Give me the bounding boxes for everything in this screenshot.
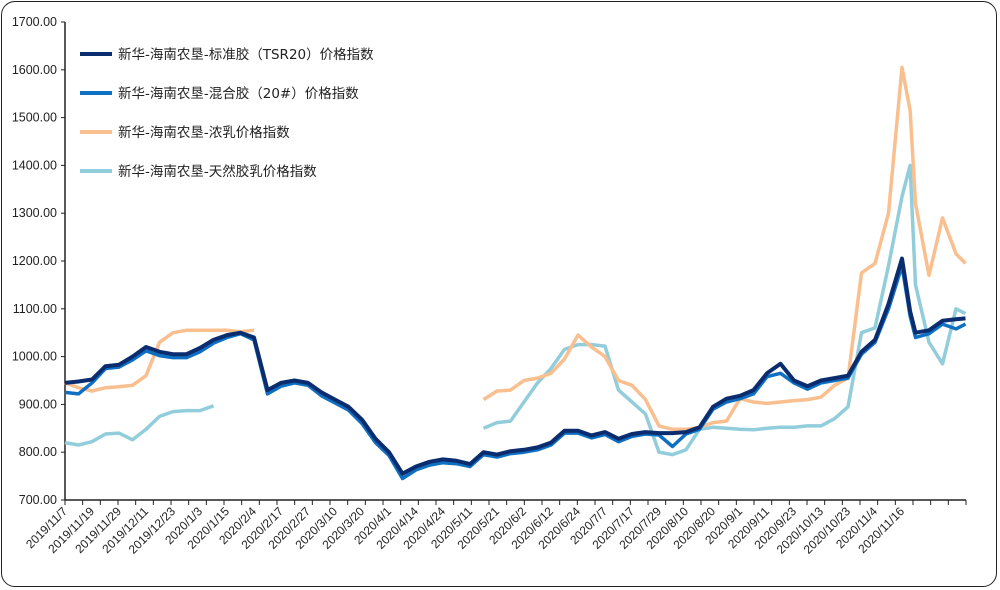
y-tick-label: 1700.00 — [12, 15, 57, 29]
y-tick-label: 1400.00 — [12, 158, 57, 172]
legend-label: 新华-海南农垦-标准胶（TSR20）价格指数 — [118, 46, 374, 63]
y-tick-label: 1600.00 — [12, 63, 57, 77]
y-tick-label: 900.00 — [19, 397, 57, 411]
y-tick-label: 800.00 — [19, 445, 57, 459]
y-tick-label: 1100.00 — [13, 302, 57, 316]
legend-label: 新华-海南农垦-天然胶乳价格指数 — [118, 163, 317, 180]
y-tick-label: 1200.00 — [12, 254, 57, 268]
legend-label: 新华-海南农垦-浓乳价格指数 — [118, 125, 290, 141]
y-tick-label: 1000.00 — [12, 350, 57, 364]
series-line-0 — [64, 256, 966, 476]
legend: 新华-海南农垦-标准胶（TSR20）价格指数新华-海南农垦-混合胶（20#）价格… — [80, 46, 374, 180]
y-tick-label: 700.00 — [19, 493, 57, 507]
series-line-2 — [64, 65, 967, 432]
series-line-1 — [64, 264, 967, 481]
series-line-3 — [64, 163, 967, 457]
y-tick-label: 1300.00 — [12, 206, 57, 220]
y-tick-label: 1500.00 — [12, 111, 57, 125]
legend-label: 新华-海南农垦-混合胶（20#）价格指数 — [118, 85, 359, 102]
series-lines — [64, 65, 967, 481]
